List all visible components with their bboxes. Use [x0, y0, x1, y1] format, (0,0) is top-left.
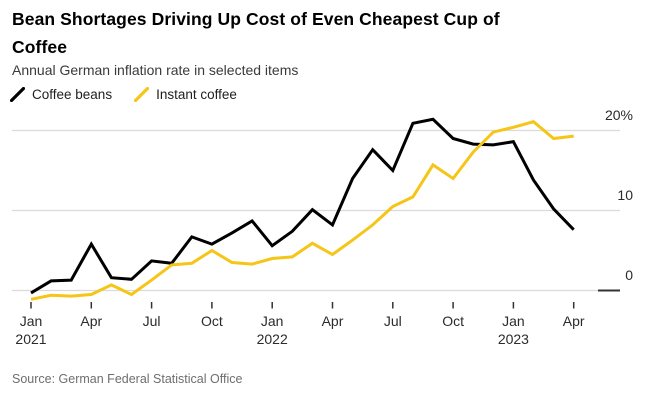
legend-label-instant-coffee: Instant coffee [156, 87, 237, 102]
chart-title-line-2: Coffee [12, 37, 68, 57]
legend-item-instant-coffee: Instant coffee [134, 87, 237, 102]
x-axis-label-Jan-2021: Jan [19, 313, 43, 329]
x-axis-year-label-2021: 2021 [15, 331, 47, 347]
instant-coffee-slash-icon [134, 87, 150, 102]
data-series [30, 117, 575, 301]
legend-label-coffee-beans: Coffee beans [32, 87, 113, 102]
x-axis-ticks [30, 302, 575, 309]
x-axis-label-Oct: Oct [442, 313, 464, 329]
coffee-beans-line [30, 117, 575, 295]
y-axis-label-10: 10 [617, 187, 633, 203]
x-axis-year-label-2022: 2022 [256, 331, 288, 347]
x-axis-label-Jul: Jul [142, 313, 161, 329]
x-axis-label-Jan-2022: Jan [260, 313, 284, 329]
source-note: Source: German Federal Statistical Offic… [12, 372, 243, 386]
legend-item-coffee-beans: Coffee beans [10, 87, 112, 102]
x-axis-label-Apr: Apr [321, 313, 344, 329]
gridlines [12, 129, 620, 292]
y-axis-label-0: 0 [625, 267, 633, 283]
chart-title-line-1: Bean Shortages Driving Up Cost of Even C… [12, 9, 500, 29]
x-axis-label-Jul: Jul [383, 313, 402, 329]
coffee-beans-slash-icon [10, 87, 25, 102]
x-axis-label-Oct: Oct [201, 313, 223, 329]
chart-legend: Coffee beans Instant coffee [10, 87, 237, 102]
x-axis-label-Jan-2023: Jan [502, 313, 525, 329]
x-axis-label-Apr: Apr [80, 313, 103, 329]
instant-coffee-line [30, 120, 574, 301]
y-axis-label-20%: 20% [604, 107, 633, 123]
chart-subtitle: Annual German inflation rate in selected… [12, 62, 299, 78]
x-axis-label-Apr: Apr [562, 313, 585, 329]
x-axis-year-label-2023: 2023 [497, 331, 529, 347]
